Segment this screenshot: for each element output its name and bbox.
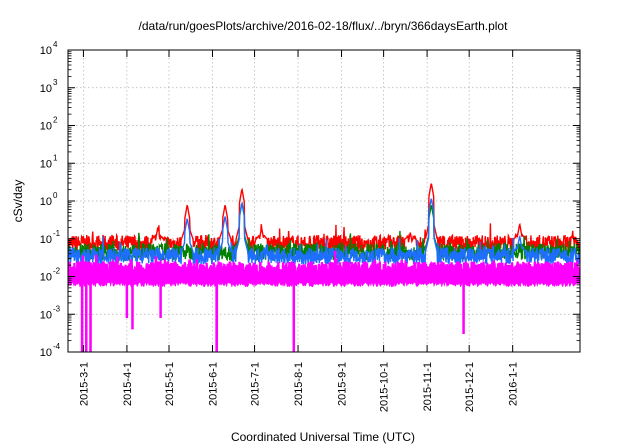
svg-text:10: 10 — [40, 83, 52, 95]
svg-text:10: 10 — [40, 347, 52, 359]
x-axis-label: Coordinated Universal Time (UTC) — [231, 430, 415, 444]
svg-text:10: 10 — [40, 272, 52, 284]
series-dip — [159, 281, 162, 318]
y-axis-label: cSv/day — [11, 180, 25, 223]
svg-text:10: 10 — [40, 45, 52, 57]
x-tick-label: 2015-9-1 — [337, 362, 349, 406]
series-dip — [89, 281, 92, 352]
svg-text:4: 4 — [53, 40, 58, 49]
series-dip — [215, 281, 218, 352]
svg-text:10: 10 — [40, 196, 52, 208]
svg-text:1: 1 — [53, 153, 58, 162]
svg-text:10: 10 — [40, 234, 52, 246]
grid-lines — [68, 50, 580, 352]
series-dip — [85, 281, 88, 352]
svg-text:10: 10 — [40, 158, 52, 170]
y-tick-label: 101 — [40, 153, 58, 170]
svg-text:10: 10 — [40, 309, 52, 321]
svg-text:0: 0 — [53, 191, 58, 200]
svg-text:-3: -3 — [53, 304, 61, 313]
y-tick-label: 10-2 — [40, 267, 61, 284]
series-dip — [292, 281, 296, 352]
x-tick-label: 2015-4-1 — [122, 362, 134, 406]
x-tick-labels: 2015-3-1 2015-4-1 2015-5-1 2015-6-1 2015-7-1… — [78, 362, 519, 412]
y-tick-label: 103 — [40, 78, 58, 95]
x-tick-label: 2015-3-1 — [78, 362, 90, 406]
series-dip — [131, 281, 134, 330]
x-tick-label: 2015-8-1 — [293, 362, 305, 406]
series-line — [68, 198, 580, 266]
series-line — [68, 183, 580, 255]
series-dip — [125, 281, 129, 318]
x-tick-label: 2015-10-1 — [379, 362, 391, 412]
y-tick-label: 10-3 — [40, 304, 61, 321]
y-tick-label: 100 — [40, 191, 58, 208]
svg-text:-2: -2 — [53, 267, 61, 276]
svg-text:-4: -4 — [53, 342, 61, 351]
svg-text:3: 3 — [53, 78, 58, 87]
svg-text:-1: -1 — [53, 229, 61, 238]
axis-ticks — [68, 49, 580, 353]
y-tick-label: 10-1 — [40, 229, 61, 246]
svg-text:10: 10 — [40, 121, 52, 133]
plot-area — [68, 183, 580, 352]
series-dip — [462, 281, 465, 334]
y-tick-label: 104 — [40, 40, 58, 57]
series-dip — [80, 281, 84, 352]
y-tick-label: 10-4 — [40, 342, 61, 359]
series-band — [68, 250, 580, 288]
x-tick-label: 2016-1-1 — [508, 362, 520, 406]
x-tick-label: 2015-6-1 — [207, 362, 219, 406]
x-tick-label: 2015-7-1 — [250, 362, 262, 406]
y-tick-label: 102 — [40, 116, 58, 133]
x-tick-label: 2015-12-1 — [464, 362, 476, 412]
chart-title: /data/run/goesPlots/archive/2016-02-18/f… — [139, 19, 509, 33]
x-tick-label: 2015-11-1 — [422, 362, 434, 411]
svg-text:2: 2 — [53, 116, 58, 125]
x-tick-label: 2015-5-1 — [164, 362, 176, 406]
